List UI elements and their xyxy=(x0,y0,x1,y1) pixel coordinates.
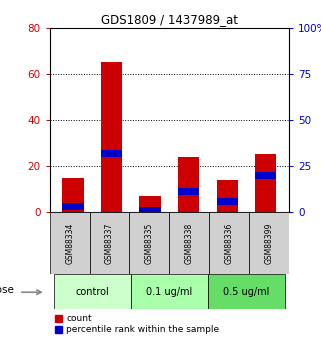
Bar xyxy=(50,212,90,274)
Bar xyxy=(54,274,131,309)
Bar xyxy=(249,212,289,274)
Title: GDS1809 / 1437989_at: GDS1809 / 1437989_at xyxy=(101,13,238,27)
Bar xyxy=(139,207,160,214)
Bar xyxy=(178,188,199,195)
Text: GSM88335: GSM88335 xyxy=(145,223,154,264)
Bar xyxy=(90,212,129,274)
Text: GSM88399: GSM88399 xyxy=(265,223,273,264)
Bar xyxy=(129,212,169,274)
Bar xyxy=(101,150,122,157)
Bar xyxy=(209,212,249,274)
Bar xyxy=(62,203,83,210)
Bar xyxy=(62,178,83,212)
Text: 0.1 ug/ml: 0.1 ug/ml xyxy=(146,287,193,296)
Text: GSM88336: GSM88336 xyxy=(225,223,234,264)
Bar xyxy=(178,157,199,212)
Bar xyxy=(131,274,208,309)
Text: GSM88334: GSM88334 xyxy=(65,223,74,264)
Bar xyxy=(217,180,238,212)
Text: 0.5 ug/ml: 0.5 ug/ml xyxy=(223,287,270,296)
Text: control: control xyxy=(75,287,109,296)
Bar xyxy=(255,155,276,212)
Bar xyxy=(255,172,276,179)
Bar xyxy=(217,198,238,205)
Bar xyxy=(208,274,285,309)
Text: GSM88338: GSM88338 xyxy=(185,223,194,264)
Legend: count, percentile rank within the sample: count, percentile rank within the sample xyxy=(54,313,220,335)
Bar xyxy=(169,212,209,274)
Text: GSM88337: GSM88337 xyxy=(105,223,114,264)
Bar xyxy=(139,196,160,212)
Bar xyxy=(101,62,122,212)
Text: dose: dose xyxy=(0,285,14,295)
